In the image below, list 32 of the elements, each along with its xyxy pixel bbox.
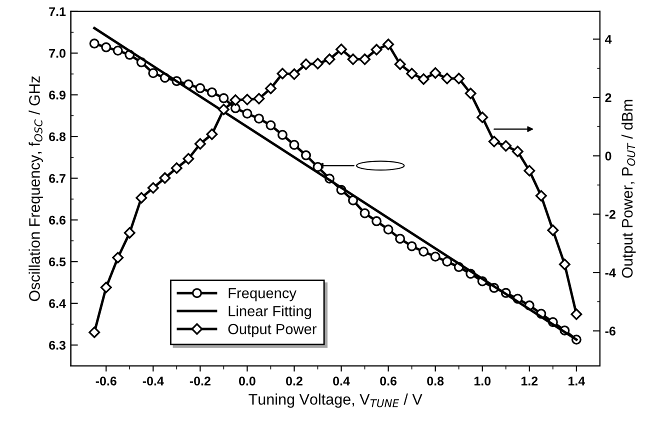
y2-tick-label: 2 <box>605 93 612 102</box>
y-tick-label: 6.9 <box>49 90 66 100</box>
legend-label: Frequency <box>228 288 296 302</box>
y-tick-label: 6.6 <box>49 216 66 225</box>
y-axis-title: Oscillation Frequency, f$_{OSC}$ / GHz <box>28 76 43 302</box>
x-tick-label: 1.2 <box>522 376 538 386</box>
y2-axis-title: Output Power, P$_{OUT}$ / dBm <box>621 100 636 278</box>
y2-tick-label: -6 <box>605 326 616 336</box>
x-tick-label: 0.4 <box>333 376 350 386</box>
y-tick-label: 7.1 <box>49 7 66 16</box>
y2-tick-label: -4 <box>605 268 616 278</box>
x-tick-label: 0.2 <box>286 376 302 386</box>
x-axis-title: Tuning Voltage, V$_{TUNE}$ / V <box>248 394 422 408</box>
x-tick-label: 0.6 <box>380 376 397 386</box>
x-tick-label: -0.2 <box>190 376 210 386</box>
y-tick-label: 6.8 <box>49 132 66 142</box>
x-tick-label: 1.0 <box>474 376 491 386</box>
y-tick-label: 7.0 <box>49 48 66 58</box>
x-tick-label: 1.4 <box>568 376 586 386</box>
y2-tick-label: -2 <box>605 210 616 219</box>
x-tick-label: -0.6 <box>96 376 116 386</box>
y-tick-label: 6.4 <box>49 299 66 308</box>
y-tick-label: 6.3 <box>49 340 66 350</box>
y-tick-label: 6.7 <box>49 174 66 183</box>
y-tick-label: 6.5 <box>49 257 66 266</box>
legend-label: Output Power <box>228 324 317 338</box>
legend-label: Linear Fitting <box>228 306 311 320</box>
y2-tick-label: 4 <box>605 35 612 44</box>
x-tick-label: 0.8 <box>427 376 444 386</box>
x-tick-label: 0.0 <box>239 376 256 386</box>
x-tick-label: -0.4 <box>142 376 164 386</box>
y2-tick-label: 0 <box>605 152 612 160</box>
